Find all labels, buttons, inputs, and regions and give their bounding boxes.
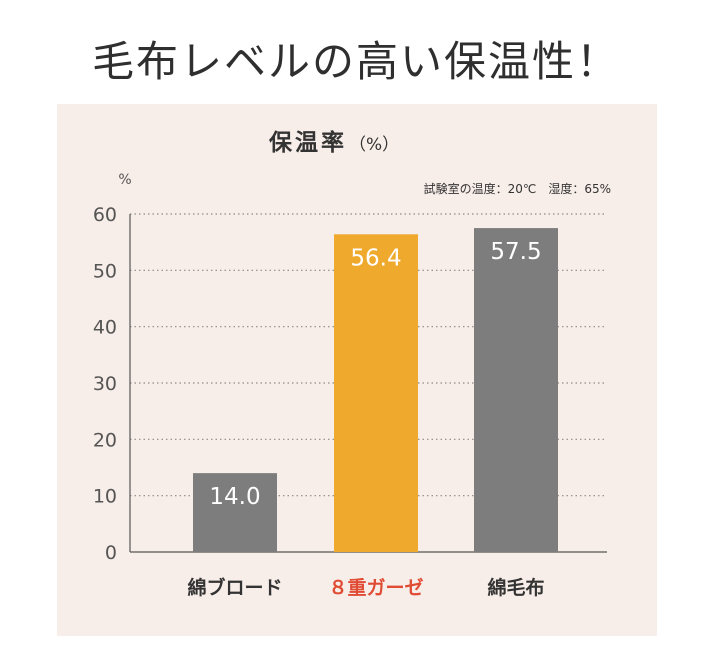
x-category-label: 綿ブロード	[187, 576, 282, 599]
y-tick-label: 60	[93, 204, 117, 226]
y-tick-label: 30	[93, 373, 117, 395]
bar-2	[334, 234, 418, 552]
chart-panel: 保温率 （%） 試験室の温度：20℃ 湿度：65% % 0 10 20 30 40 50 6…	[57, 104, 657, 636]
page-headline: 毛布レベルの高い保温性！	[91, 37, 620, 86]
bar-value-label: 57.5	[490, 239, 541, 265]
y-tick-label: 0	[105, 542, 117, 564]
chart-title-unit: （%）	[349, 135, 399, 155]
bar-chart: 保温率 （%） 試験室の温度：20℃ 湿度：65% % 0 10 20 30 40 50 6…	[93, 129, 611, 599]
bar-value-label: 14.0	[209, 484, 260, 510]
y-tick-label: 50	[93, 260, 117, 282]
chart-subtitle: 試験室の温度：20℃ 湿度：65%	[424, 181, 611, 196]
x-category-label: ８重ガーゼ	[328, 576, 423, 599]
y-axis-unit-label: %	[118, 172, 131, 188]
bar-value-label: 56.4	[350, 245, 401, 271]
chart-title: 保温率	[268, 129, 347, 156]
y-tick-label: 40	[93, 317, 117, 339]
y-tick-label: 10	[93, 486, 117, 508]
x-category-label: 綿毛布	[487, 576, 544, 599]
y-tick-label: 20	[93, 429, 117, 451]
bar-1	[193, 473, 277, 552]
bar-3	[474, 228, 558, 552]
